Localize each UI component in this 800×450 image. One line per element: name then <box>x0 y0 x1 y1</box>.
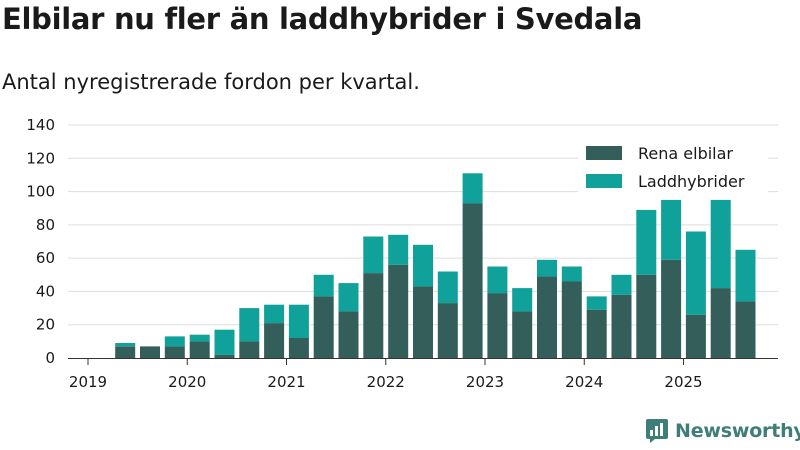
bar-rena-elbilar-2022-q2 <box>413 286 433 358</box>
x-axis: 2019 2020 2021 2022 2023 2024 2025 <box>68 358 778 391</box>
y-tick-label-60: 60 <box>36 249 55 267</box>
y-tick-label-80: 80 <box>36 216 55 234</box>
bar-laddhybrider-2024-q4 <box>661 199 682 260</box>
bar-rena-elbilar-2019-q3 <box>140 346 160 358</box>
bar-rena-elbilar-2020-q1 <box>189 341 210 358</box>
bar-laddhybrider-2023-q2 <box>512 288 533 312</box>
bar-laddhybrider-2020-q1 <box>189 334 210 342</box>
bar-rena-elbilar-2022-q1 <box>388 264 409 358</box>
y-tick-label-0: 0 <box>45 349 55 367</box>
newsworthy-logo-icon <box>646 419 668 443</box>
bar-rena-elbilar-2022-q4 <box>462 203 483 358</box>
y-tick-label-140: 140 <box>26 116 55 134</box>
bar-rena-elbilar-2024-q4 <box>661 259 682 358</box>
legend-label-laddhybrider: Laddhybrider <box>638 172 745 191</box>
bar-laddhybrider-2019-q2 <box>115 343 136 347</box>
bar-rena-elbilar-2020-q4 <box>264 323 285 358</box>
bar-laddhybrider-2022-q2 <box>413 244 433 287</box>
x-tick-label-2023: 2023 <box>466 373 504 391</box>
bar-laddhybrider-2023-q4 <box>561 266 582 282</box>
bar-rena-elbilar-2019-q2 <box>115 346 136 358</box>
bar-laddhybrider-2021-q2 <box>313 274 334 297</box>
bar-rena-elbilar-2023-q2 <box>512 311 533 358</box>
bar-laddhybrider-2024-q1 <box>586 296 607 310</box>
bar-rena-elbilar-2024-q2 <box>611 294 632 358</box>
bar-rena-elbilar-2023-q1 <box>487 293 508 358</box>
newsworthy-logo: Newsworthy <box>645 418 800 444</box>
y-axis: 0 20 40 60 80 100 120 140 <box>26 116 55 367</box>
legend: Rena elbilar Laddhybrider <box>578 138 768 198</box>
y-tick-label-100: 100 <box>26 183 55 201</box>
bar-laddhybrider-2025-q3 <box>735 249 756 302</box>
bar-rena-elbilar-2021-q3 <box>338 311 359 358</box>
bar-laddhybrider-2021-q1 <box>288 304 309 338</box>
x-tick-label-2021: 2021 <box>267 373 305 391</box>
bar-laddhybrider-2021-q3 <box>338 283 359 312</box>
bar-rena-elbilar-2022-q3 <box>437 303 458 358</box>
bar-rena-elbilar-2020-q2 <box>214 354 235 358</box>
bar-rena-elbilar-2025-q1 <box>685 314 706 358</box>
chart-subtitle: Antal nyregistrerade fordon per kvartal. <box>2 70 420 94</box>
y-tick-label-40: 40 <box>36 282 55 300</box>
bar-rena-elbilar-2024-q1 <box>586 309 607 358</box>
legend-swatch-rena-elbilar <box>586 146 622 160</box>
bar-rena-elbilar-2024-q3 <box>636 274 657 358</box>
bar-laddhybrider-2020-q2 <box>214 329 235 355</box>
x-tick-label-2020: 2020 <box>168 373 206 391</box>
bar-laddhybrider-2024-q3 <box>636 209 657 275</box>
x-tick-label-2019: 2019 <box>69 373 107 391</box>
x-tick-label-2025: 2025 <box>664 373 702 391</box>
bars <box>115 173 756 358</box>
y-tick-label-20: 20 <box>36 316 55 334</box>
bar-laddhybrider-2020-q3 <box>239 308 260 342</box>
bar-laddhybrider-2025-q1 <box>685 231 706 315</box>
bar-laddhybrider-2022-q4 <box>462 173 483 204</box>
bar-rena-elbilar-2025-q2 <box>710 288 731 358</box>
bar-rena-elbilar-2023-q4 <box>561 281 582 358</box>
y-tick-label-120: 120 <box>26 149 55 167</box>
chart-title: Elbilar nu fler än laddhybrider i Svedal… <box>2 2 643 36</box>
bar-rena-elbilar-2023-q3 <box>537 276 557 358</box>
bar-laddhybrider-2020-q4 <box>264 304 285 323</box>
bar-laddhybrider-2022-q1 <box>388 234 409 265</box>
bar-laddhybrider-2022-q3 <box>437 271 458 304</box>
bar-laddhybrider-2019-q4 <box>164 336 185 347</box>
bar-laddhybrider-2025-q2 <box>710 199 731 289</box>
bar-rena-elbilar-2025-q3 <box>735 301 756 358</box>
bar-rena-elbilar-2020-q3 <box>239 341 260 358</box>
brand-name: Newsworthy <box>675 420 800 442</box>
bar-rena-elbilar-2021-q4 <box>363 273 384 358</box>
bar-rena-elbilar-2021-q1 <box>288 338 309 358</box>
legend-swatch-laddhybrider <box>586 174 622 188</box>
bar-laddhybrider-2023-q3 <box>537 259 557 277</box>
bar-laddhybrider-2021-q4 <box>363 236 384 274</box>
bar-laddhybrider-2023-q1 <box>487 266 508 294</box>
legend-label-rena-elbilar: Rena elbilar <box>638 144 733 163</box>
bar-rena-elbilar-2021-q2 <box>313 296 334 358</box>
bar-laddhybrider-2024-q2 <box>611 274 632 295</box>
x-tick-label-2022: 2022 <box>367 373 405 391</box>
bar-rena-elbilar-2019-q4 <box>164 346 185 358</box>
x-tick-label-2024: 2024 <box>565 373 603 391</box>
